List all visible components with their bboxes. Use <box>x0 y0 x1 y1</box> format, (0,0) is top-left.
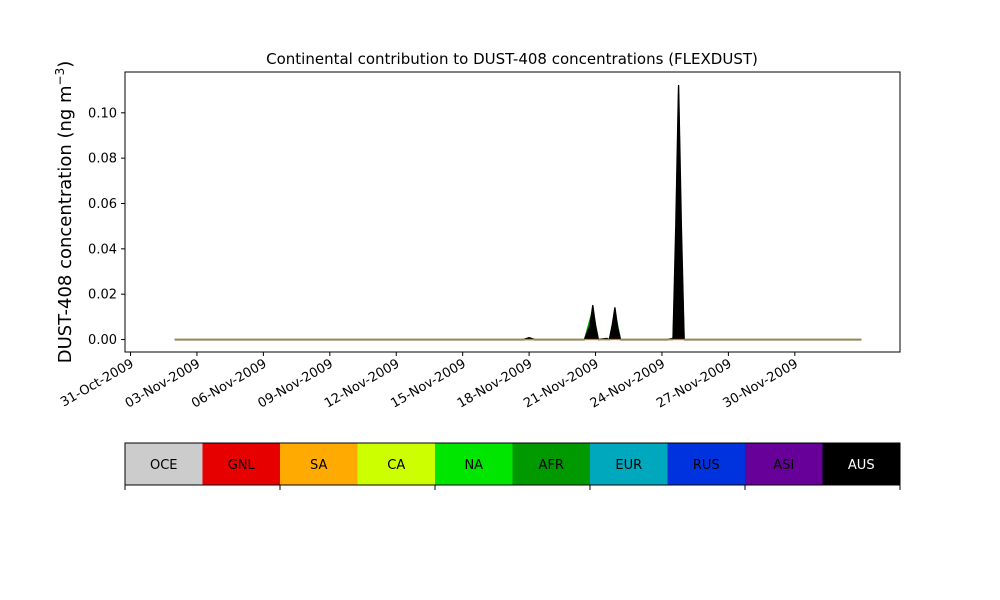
y-axis-label: DUST-408 concentration (ng m−3) <box>53 61 76 364</box>
colorbar-label: AUS <box>848 458 875 473</box>
colorbar-swatch <box>667 443 746 485</box>
x-tick-label: 30-Nov-2009 <box>721 356 801 411</box>
series-layer <box>174 84 862 341</box>
y-axis-label-close: ) <box>55 61 76 68</box>
colorbar-label: NA <box>464 458 483 473</box>
y-axis-ticks: 0.00 0.02 0.04 0.06 0.08 0.10 <box>88 106 125 348</box>
colorbar-label: SA <box>310 458 327 473</box>
plot-area <box>124 71 901 353</box>
colorbar-label: ASI <box>773 458 794 473</box>
colorbar-swatch <box>202 443 281 485</box>
series-area-0 <box>174 94 862 340</box>
x-axis-ticks: 31-Oct-200903-Nov-200906-Nov-200909-Nov-… <box>58 352 801 411</box>
series-area-1 <box>174 85 862 340</box>
colorbar-label: GNL <box>228 458 256 473</box>
colorbar-swatch <box>745 443 823 485</box>
colorbar-swatch <box>357 443 436 485</box>
y-tick-label: 0.04 <box>88 242 117 257</box>
y-tick-label: 0.02 <box>88 288 117 303</box>
colorbar-label: CA <box>387 458 405 473</box>
colorbar-label: OCE <box>150 458 178 473</box>
colorbar-swatch <box>435 443 513 485</box>
colorbar-swatch <box>280 443 358 485</box>
colorbar-label: AFR <box>539 458 564 473</box>
y-tick-label: 0.10 <box>88 106 117 121</box>
colorbar-label: EUR <box>615 458 642 473</box>
y-axis-label-superscript: −3 <box>53 68 67 86</box>
series-line-0 <box>174 93 862 341</box>
y-axis-label-main: DUST-408 concentration (ng m <box>55 85 76 363</box>
colorbar-swatch <box>125 443 203 485</box>
y-tick-label: 0.00 <box>88 333 117 348</box>
axes-frame <box>124 71 901 353</box>
series-line-1 <box>174 84 862 341</box>
colorbar-frame <box>124 442 901 486</box>
y-tick-label: 0.06 <box>88 197 117 212</box>
region-colorbar: OCE GNL SA CA NA AFR EUR RUS ASI AUS <box>124 442 901 490</box>
colorbar-swatch <box>512 443 591 485</box>
chart-title: Continental contribution to DUST-408 con… <box>266 50 758 68</box>
colorbar-swatch <box>822 443 901 485</box>
y-tick-label: 0.08 <box>88 152 117 167</box>
colorbar-label: RUS <box>693 458 720 473</box>
colorbar-swatch <box>590 443 668 485</box>
